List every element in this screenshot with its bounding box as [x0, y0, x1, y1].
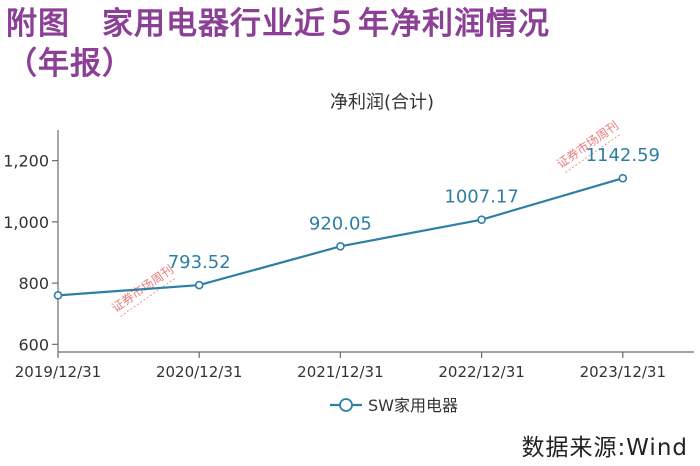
watermark-underline [120, 277, 177, 317]
y-tick-label: 800 [18, 274, 49, 293]
x-tick-label: 2023/12/31 [580, 363, 666, 381]
figure-title-line-1: 附图 家用电器行业近５年净利润情况 [6, 6, 550, 42]
y-tick-label: 1,200 [3, 152, 49, 171]
data-point [194, 280, 204, 290]
x-tick-label: 2022/12/31 [438, 363, 524, 381]
y-tick-label: 1,000 [3, 213, 49, 232]
x-tick-label: 2020/12/31 [156, 363, 242, 381]
data-point [477, 215, 486, 224]
legend-marker [339, 398, 353, 412]
data-point [618, 173, 628, 183]
data-point [336, 242, 345, 251]
chart-title: 净利润(合计) [330, 92, 434, 113]
series-line-sw [57, 177, 624, 297]
data-label: 1007.17 [444, 187, 518, 208]
x-tick-label: 2019/12/31 [15, 363, 101, 381]
figure-title-line-2: （年报） [6, 46, 134, 82]
data-label: 793.52 [168, 252, 231, 273]
data-point [53, 291, 63, 300]
data-label: 1142.59 [586, 145, 660, 166]
y-tick-label: 600 [18, 335, 49, 354]
legend-label: SW家用电器 [368, 396, 458, 415]
figure-title: 附图 家用电器行业近５年净利润情况 （年报） [6, 4, 696, 84]
x-tick-label: 2021/12/31 [297, 363, 383, 381]
data-source: 数据来源:Wind [521, 435, 688, 461]
data-label: 920.05 [309, 213, 372, 234]
